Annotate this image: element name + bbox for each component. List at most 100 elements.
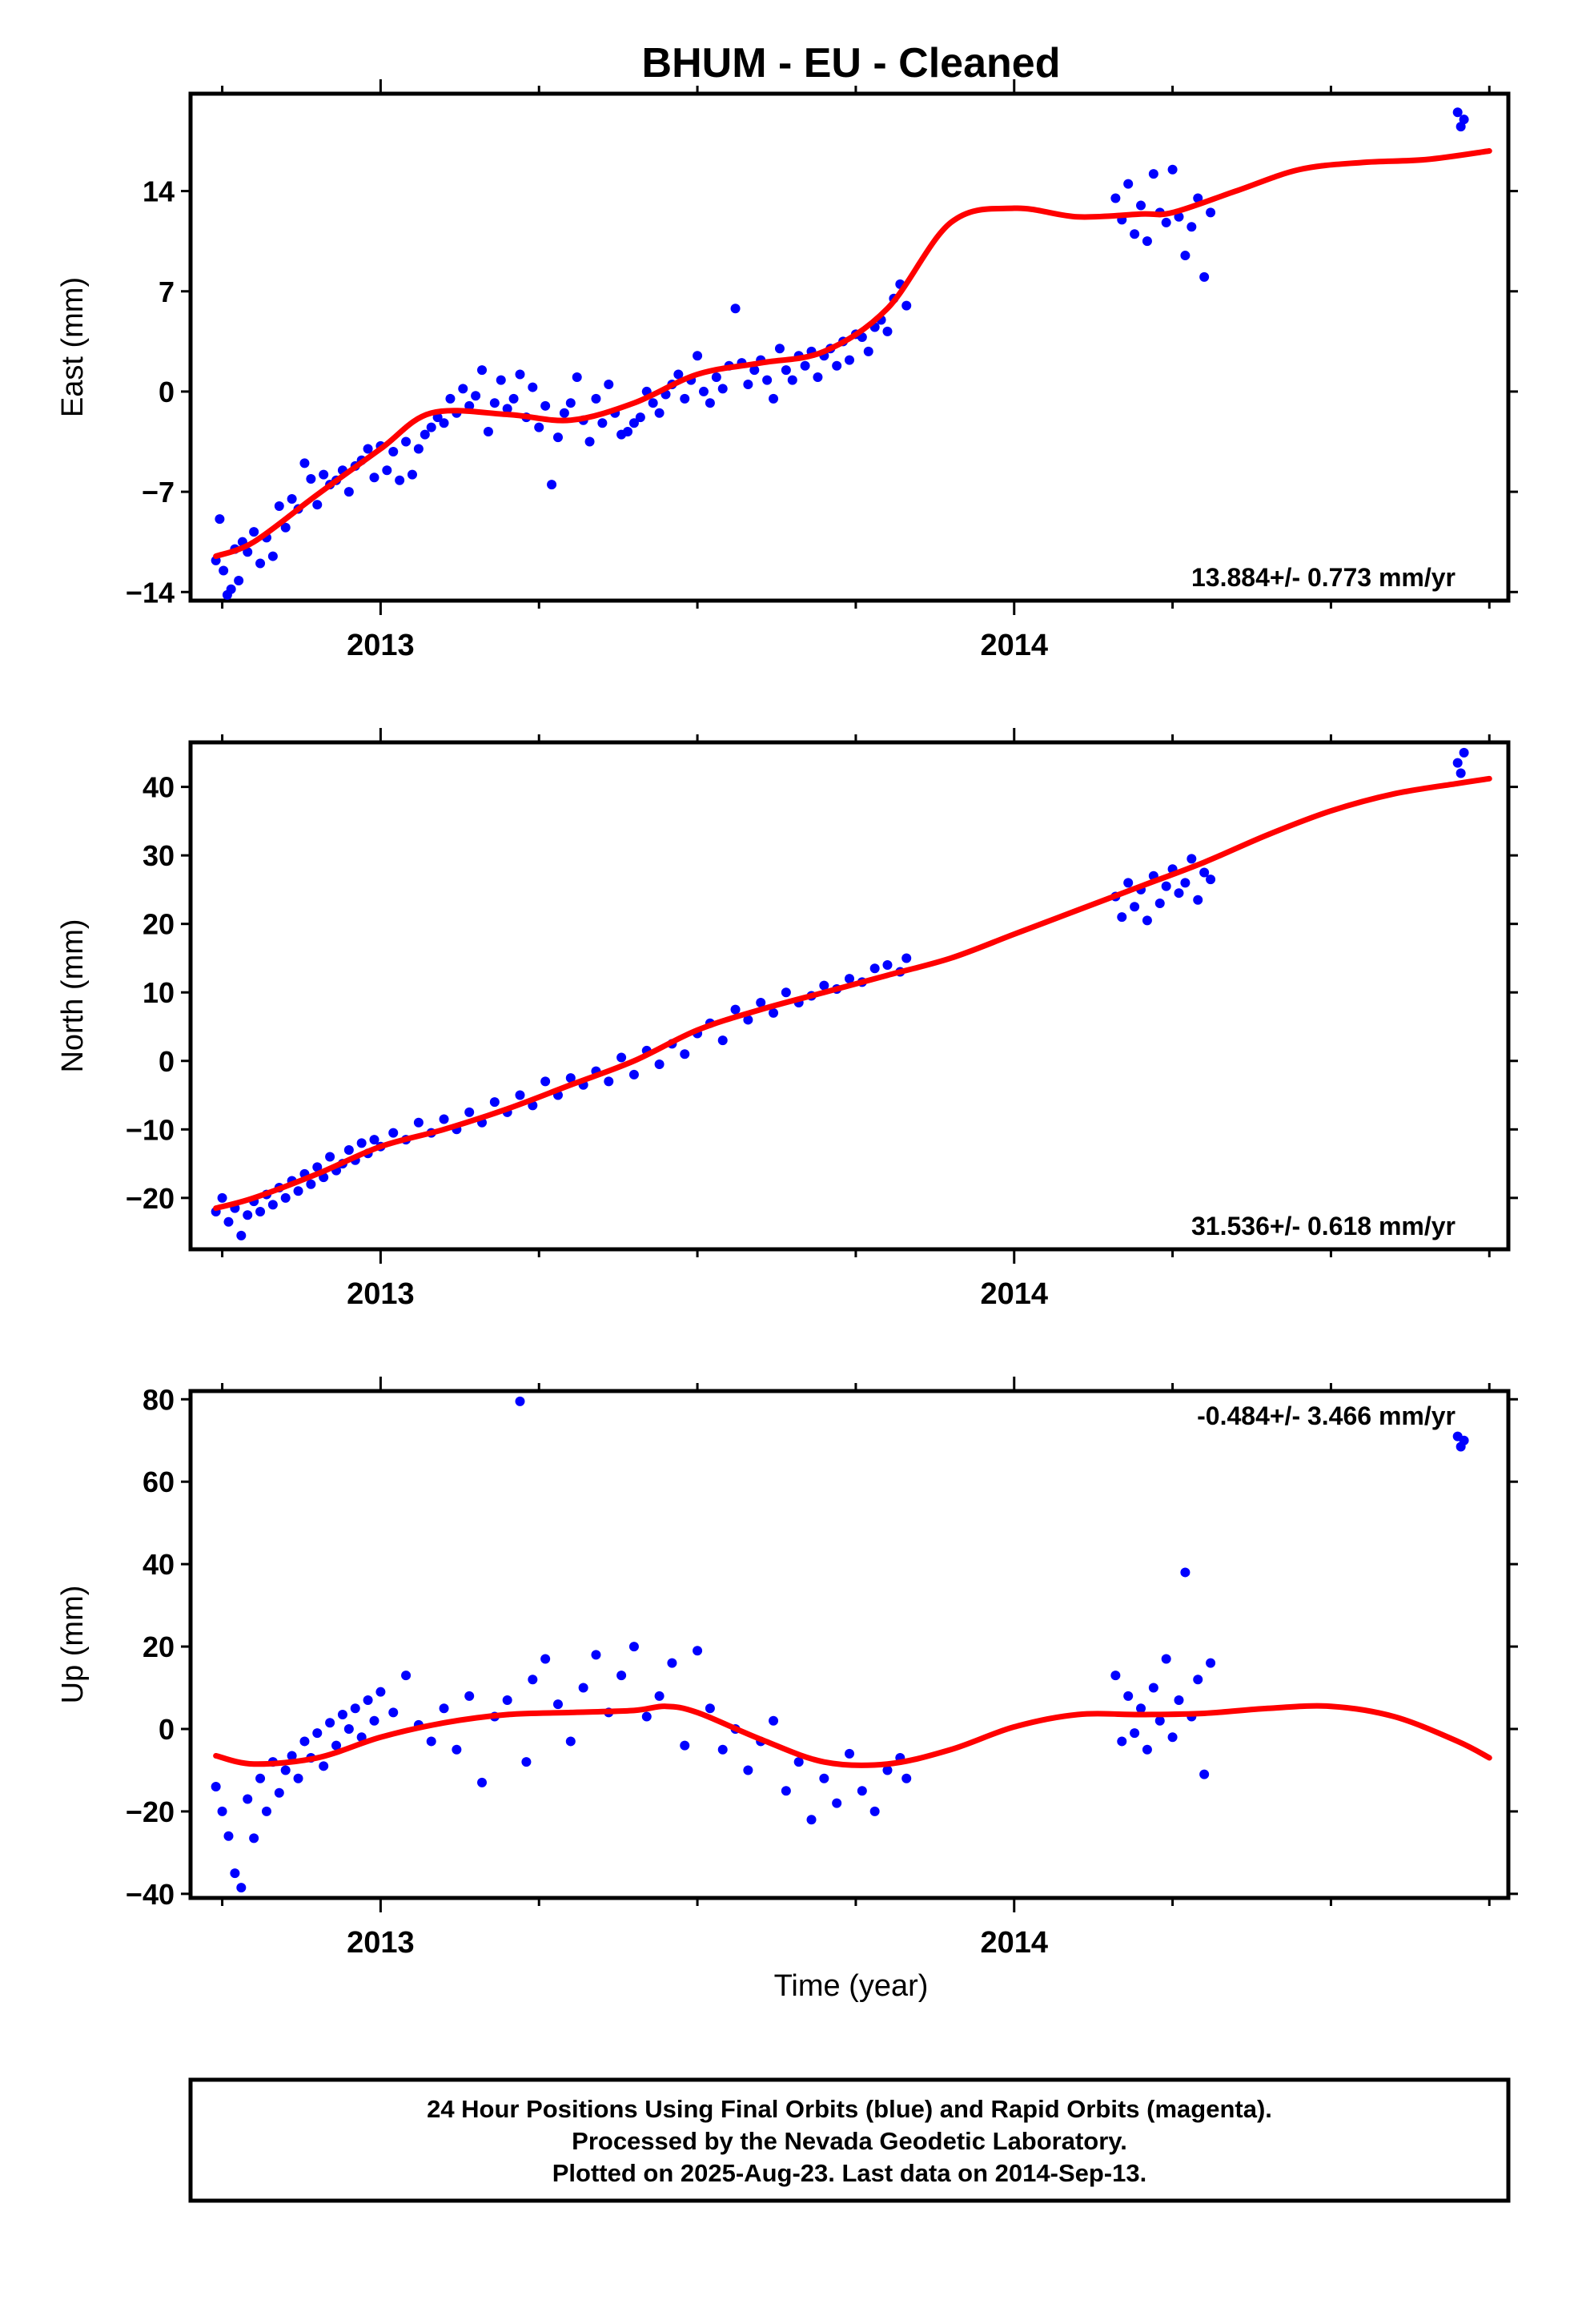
up-data-point — [1459, 1435, 1469, 1445]
up-data-point — [705, 1703, 715, 1714]
up-data-point — [426, 1736, 436, 1747]
east-data-point — [267, 551, 278, 561]
east-data-point — [413, 444, 424, 454]
north-data-point — [293, 1186, 303, 1196]
up-data-point — [236, 1883, 247, 1893]
east-data-point — [515, 369, 525, 380]
east-data-point — [781, 365, 791, 376]
up-data-point — [343, 1724, 354, 1734]
east-data-point — [528, 382, 538, 392]
up-data-point — [806, 1815, 817, 1825]
east-data-point — [565, 398, 576, 408]
north-data-point — [306, 1179, 316, 1189]
up-data-point — [1193, 1675, 1203, 1685]
up-data-point — [249, 1833, 259, 1844]
east-data-point — [439, 418, 449, 428]
up-y-tick-label: −40 — [126, 1878, 175, 1911]
north-y-tick-label: 40 — [143, 771, 175, 804]
east-data-point — [1136, 200, 1146, 211]
north-data-point — [1180, 878, 1191, 888]
east-data-point — [234, 575, 244, 585]
up-data-point — [1123, 1691, 1134, 1701]
north-data-point — [743, 1015, 753, 1025]
north-data-point — [1206, 875, 1216, 885]
east-data-point — [1123, 179, 1134, 189]
north-data-point — [901, 953, 912, 963]
up-y-tick-label: 40 — [143, 1548, 175, 1581]
east-y-tick-label: 7 — [159, 275, 175, 308]
north-data-point — [1456, 768, 1466, 778]
east-y-tick-label: 14 — [143, 175, 175, 208]
north-data-point — [819, 980, 829, 991]
up-plot-area — [211, 1396, 1492, 1893]
up-data-point — [1117, 1736, 1127, 1747]
north-frame — [188, 740, 1511, 1252]
chart-title: BHUM - EU - Cleaned — [642, 40, 1061, 86]
east-data-point — [591, 393, 601, 404]
up-x-tick-label: 2014 — [980, 1926, 1048, 1960]
north-data-point — [540, 1076, 551, 1087]
up-data-point — [1167, 1732, 1178, 1743]
up-data-point — [477, 1777, 488, 1787]
up-data-point — [521, 1757, 532, 1767]
east-y-axis-label: East (mm) — [56, 277, 90, 417]
up-data-point — [1161, 1654, 1171, 1664]
east-data-point — [312, 500, 323, 510]
east-data-point — [540, 400, 551, 411]
north-data-point — [869, 963, 880, 974]
east-data-point — [863, 346, 873, 356]
east-data-point — [628, 418, 639, 428]
up-data-point — [845, 1748, 854, 1759]
up-y-tick-label: 0 — [159, 1713, 175, 1746]
north-data-point — [1117, 912, 1127, 923]
up-data-point — [312, 1728, 323, 1739]
up-data-point — [869, 1806, 880, 1816]
north-data-point — [343, 1144, 354, 1155]
up-fit-curve — [213, 1703, 1492, 1768]
north-data-point — [255, 1206, 266, 1216]
east-fit-curve — [213, 148, 1492, 560]
up-data-point — [261, 1806, 271, 1816]
up-data-point — [1110, 1671, 1121, 1681]
north-data-point — [280, 1192, 291, 1203]
east-data-point — [813, 372, 823, 383]
up-data-point — [1206, 1658, 1216, 1668]
up-data-point — [832, 1798, 842, 1808]
east-data-point — [1167, 164, 1178, 175]
north-data-point — [781, 987, 791, 998]
north-data-point — [1142, 915, 1152, 926]
north-data-point — [236, 1230, 247, 1240]
east-data-point — [584, 436, 595, 447]
up-data-point — [528, 1675, 538, 1685]
up-data-point — [781, 1786, 791, 1796]
east-data-point — [572, 372, 582, 383]
east-data-point — [502, 404, 512, 414]
up-data-point — [350, 1703, 360, 1714]
north-data-point — [325, 1152, 335, 1162]
north-rate-label: 31.536+/- 0.618 mm/yr — [1191, 1212, 1456, 1240]
up-data-point — [439, 1703, 449, 1714]
up-data-point — [819, 1773, 829, 1783]
up-data-point — [369, 1715, 379, 1726]
up-data-point — [1154, 1715, 1165, 1726]
east-data-point — [1186, 222, 1197, 232]
east-data-point — [604, 379, 614, 389]
up-data-point — [1148, 1683, 1158, 1693]
up-data-point — [693, 1646, 703, 1656]
east-data-point — [693, 351, 703, 361]
north-x-tick-label: 2013 — [347, 1277, 415, 1311]
east-data-point — [774, 344, 785, 354]
up-data-point — [578, 1683, 588, 1693]
east-data-point — [901, 300, 912, 311]
up-data-point — [1142, 1744, 1152, 1755]
east-data-point — [648, 398, 658, 408]
up-data-point — [1130, 1728, 1140, 1739]
north-data-point — [515, 1090, 525, 1100]
east-data-point — [249, 527, 259, 537]
north-data-point — [756, 998, 766, 1008]
east-data-point — [730, 304, 741, 314]
east-data-point — [673, 369, 684, 380]
up-data-point — [1136, 1703, 1146, 1714]
north-data-point — [628, 1069, 639, 1080]
